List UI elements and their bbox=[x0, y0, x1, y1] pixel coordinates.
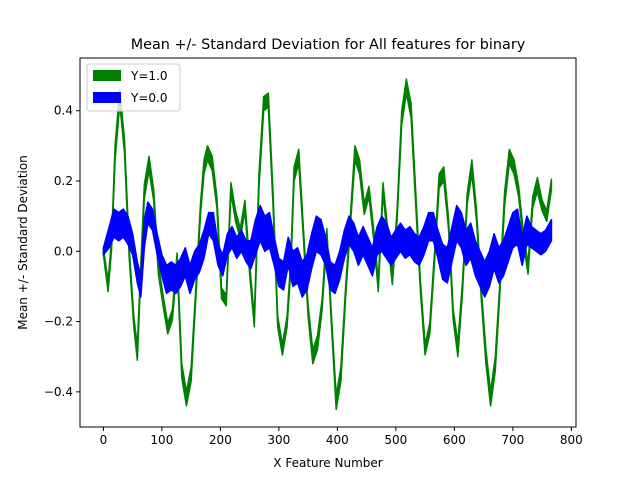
chart-title: Mean +/- Standard Deviation for All feat… bbox=[131, 37, 526, 53]
legend: Y=1.0 Y=0.0 bbox=[86, 63, 181, 112]
x-axis: 0 100 200 300 400 500 600 700 800 bbox=[100, 427, 583, 447]
x-tick-label: 200 bbox=[209, 433, 232, 447]
legend-label-y0: Y=0.0 bbox=[130, 91, 167, 105]
y-axis: −0.4 −0.2 0.0 0.2 0.4 bbox=[44, 104, 80, 399]
x-tick-label: 400 bbox=[326, 433, 349, 447]
legend-swatch-y1 bbox=[93, 70, 121, 81]
x-tick-label: 500 bbox=[384, 433, 407, 447]
x-tick-label: 800 bbox=[560, 433, 583, 447]
y-tick-label: 0.0 bbox=[54, 244, 73, 258]
x-tick-label: 0 bbox=[100, 433, 108, 447]
x-axis-label: X Feature Number bbox=[273, 456, 382, 470]
x-tick-label: 700 bbox=[501, 433, 524, 447]
y-axis-label: Mean +/- Standard Deviation bbox=[16, 155, 30, 330]
y-tick-label: 0.4 bbox=[54, 104, 73, 118]
legend-swatch-y0 bbox=[93, 92, 121, 103]
plot-frame bbox=[79, 57, 577, 428]
legend-label-y1: Y=1.0 bbox=[130, 69, 167, 83]
x-tick-label: 300 bbox=[267, 433, 290, 447]
y-tick-label: −0.2 bbox=[44, 315, 73, 329]
x-tick-label: 100 bbox=[150, 433, 173, 447]
plot-area bbox=[102, 78, 553, 411]
y-tick-label: −0.4 bbox=[44, 385, 73, 399]
series-band-y0 bbox=[102, 201, 553, 298]
y-tick-label: 0.2 bbox=[54, 174, 73, 188]
x-tick-label: 600 bbox=[443, 433, 466, 447]
